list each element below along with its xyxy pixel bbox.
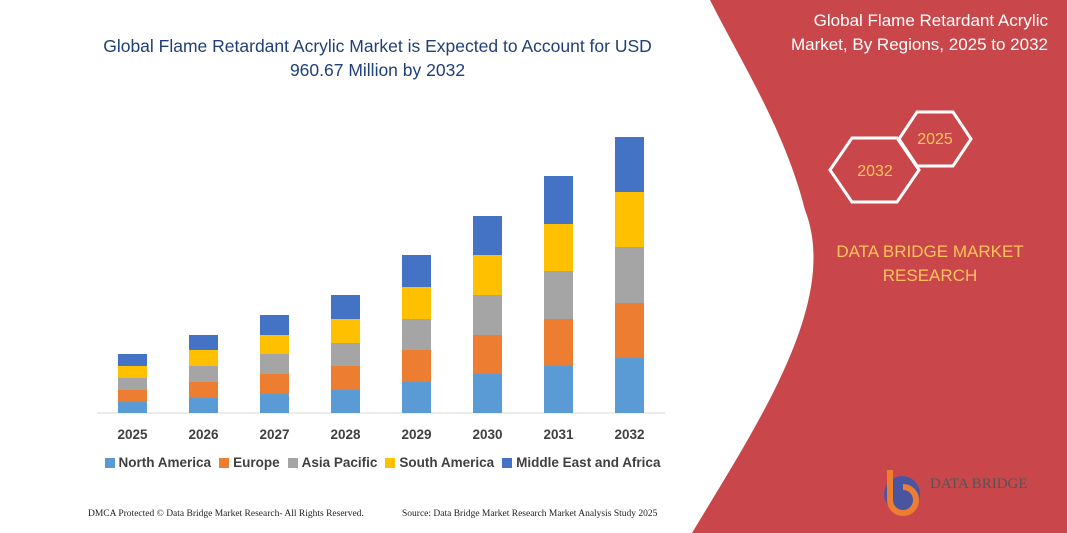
footer-left: DMCA Protected © Data Bridge Market Rese… xyxy=(88,509,364,519)
bar-segment xyxy=(260,354,289,374)
bar-segment xyxy=(118,366,147,378)
x-tick-label: 2028 xyxy=(330,427,361,442)
bar-segment xyxy=(118,378,147,390)
footer-right: Source: Data Bridge Market Research Mark… xyxy=(402,509,658,519)
side-title: Global Flame Retardant Acrylic Market, B… xyxy=(790,11,1048,54)
bar-segment xyxy=(189,366,218,382)
logo-text: DATA BRIDGE xyxy=(930,476,1028,492)
legend-item: South America xyxy=(385,455,494,470)
legend-swatch xyxy=(219,457,230,468)
bar-segment xyxy=(473,374,502,413)
x-tick-label: 2029 xyxy=(401,427,431,442)
bar-segment xyxy=(473,335,502,374)
legend-label: North America xyxy=(118,455,212,470)
x-tick-label: 2027 xyxy=(259,427,289,442)
legend-item: Europe xyxy=(219,455,280,470)
bar-segment xyxy=(189,335,218,350)
bar-segment xyxy=(402,382,431,413)
legend-swatch xyxy=(287,457,298,468)
bar-segment xyxy=(260,394,289,413)
bar-segment xyxy=(473,216,502,255)
legend-swatch xyxy=(104,457,115,468)
legend: North America Europe Asia Pacific South Ame… xyxy=(95,455,670,470)
bar-segment xyxy=(331,343,360,366)
bar-segment xyxy=(331,295,360,319)
legend-label: Europe xyxy=(233,455,280,470)
bar-segment xyxy=(544,319,573,366)
bar-segment xyxy=(402,255,431,287)
x-tick-label: 2026 xyxy=(188,427,219,442)
bar-segment xyxy=(118,390,147,402)
legend-swatch xyxy=(502,457,513,468)
bar-segment xyxy=(473,255,502,295)
bar-segment xyxy=(402,287,431,319)
x-tick-label: 2032 xyxy=(614,427,644,442)
bar-segment xyxy=(544,366,573,413)
bar-segment xyxy=(544,224,573,271)
bar-segment xyxy=(118,402,147,413)
brand: DATA BRIDGE MARKET RESEARCH xyxy=(836,242,1024,285)
bar-segment xyxy=(331,319,360,343)
hexagon xyxy=(828,136,921,204)
legend-label: Middle East and Africa xyxy=(516,455,661,470)
bar-segment xyxy=(615,247,644,303)
x-tick-label: 2025 xyxy=(117,427,148,442)
legend-item: North America xyxy=(104,455,212,470)
bar-segment xyxy=(331,366,360,390)
bar-segment xyxy=(260,335,289,354)
bar-segment xyxy=(189,382,218,398)
chart-title: Global Flame Retardant Acrylic Market is… xyxy=(103,36,652,80)
bar-segment xyxy=(473,295,502,335)
bar-segment xyxy=(118,354,147,366)
bar-segment xyxy=(402,350,431,382)
bar-segment xyxy=(544,176,573,224)
bar-segment xyxy=(260,315,289,335)
bar-segment xyxy=(615,358,644,413)
bar-segment xyxy=(260,374,289,394)
side-panel-bg xyxy=(692,0,1067,533)
legend-swatch xyxy=(385,457,396,468)
bar-segment xyxy=(189,398,218,413)
bar-segment xyxy=(615,192,644,247)
bars: 2025 2026 2027 2028 2029 2030 2031 2032 xyxy=(117,137,645,442)
legend-label: Asia Pacific xyxy=(301,455,378,470)
x-tick-label: 2031 xyxy=(543,427,574,442)
hexagon xyxy=(897,110,973,168)
legend-item: Middle East and Africa xyxy=(502,455,660,470)
bar-segment xyxy=(402,319,431,350)
bar-segment xyxy=(615,137,644,192)
hex-label: 2025 xyxy=(917,131,953,148)
bar-segment xyxy=(331,390,360,413)
hex-label: 2032 xyxy=(857,163,893,180)
legend-item: Asia Pacific xyxy=(287,455,378,470)
x-tick-label: 2030 xyxy=(472,427,502,442)
bar-segment xyxy=(544,271,573,319)
bar-segment xyxy=(189,350,218,366)
logo-mark xyxy=(887,470,919,516)
bar-segment xyxy=(615,303,644,358)
legend-label: South America xyxy=(399,455,495,470)
